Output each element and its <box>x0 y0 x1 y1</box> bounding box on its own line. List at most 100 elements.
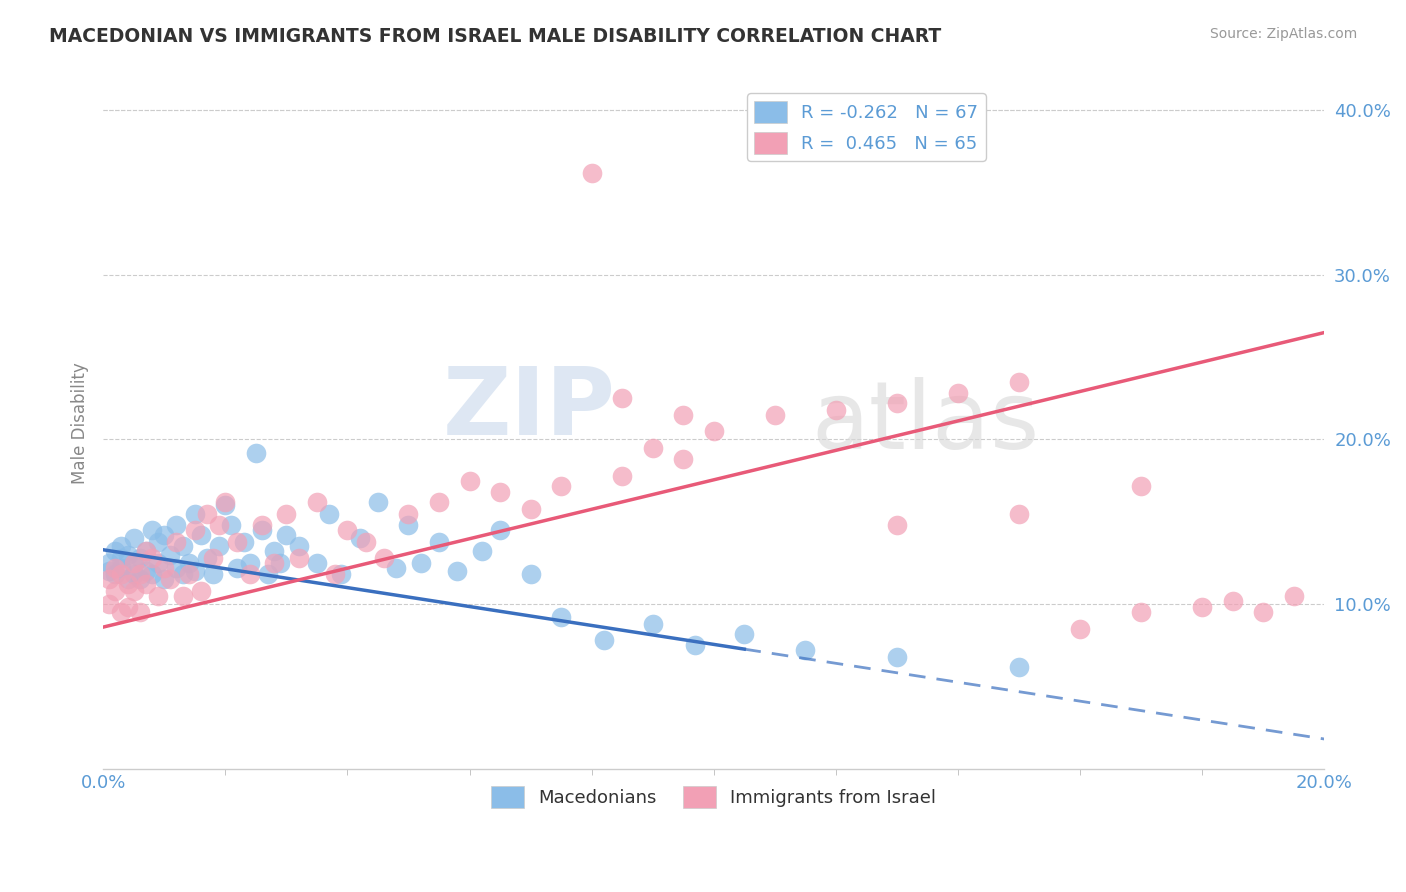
Y-axis label: Male Disability: Male Disability <box>72 362 89 484</box>
Point <box>1253 605 1275 619</box>
Point <box>330 567 353 582</box>
Point <box>550 610 572 624</box>
Point <box>128 567 150 582</box>
Point <box>794 643 817 657</box>
Point <box>208 540 231 554</box>
Point <box>214 499 236 513</box>
Point <box>195 551 218 566</box>
Point <box>190 528 212 542</box>
Point <box>98 573 121 587</box>
Point <box>318 507 340 521</box>
Point <box>146 589 169 603</box>
Point <box>354 534 377 549</box>
Point <box>183 564 205 578</box>
Point <box>232 534 254 549</box>
Point <box>117 573 139 587</box>
Point <box>250 518 273 533</box>
Point <box>458 474 481 488</box>
Point <box>592 633 614 648</box>
Point <box>446 564 468 578</box>
Point <box>122 531 145 545</box>
Point <box>98 564 121 578</box>
Text: atlas: atlas <box>811 377 1039 469</box>
Point <box>177 567 200 582</box>
Point <box>263 556 285 570</box>
Point <box>276 507 298 521</box>
Point <box>1222 594 1244 608</box>
Point <box>305 556 328 570</box>
Point <box>1008 375 1031 389</box>
Point <box>117 548 139 562</box>
Point <box>172 567 194 582</box>
Point <box>287 551 309 566</box>
Point <box>117 600 139 615</box>
Point <box>1282 589 1305 603</box>
Point <box>110 567 132 582</box>
Point <box>202 551 225 566</box>
Point <box>886 518 908 533</box>
Point <box>135 577 157 591</box>
Point <box>1069 622 1091 636</box>
Point <box>172 540 194 554</box>
Point <box>135 564 157 578</box>
Point <box>159 548 181 562</box>
Point <box>135 544 157 558</box>
Point <box>183 523 205 537</box>
Point <box>153 528 176 542</box>
Point <box>159 573 181 587</box>
Point <box>165 534 187 549</box>
Legend: Macedonians, Immigrants from Israel: Macedonians, Immigrants from Israel <box>484 779 943 815</box>
Point <box>110 551 132 566</box>
Point <box>208 518 231 533</box>
Point <box>141 523 163 537</box>
Point <box>519 501 541 516</box>
Point <box>1191 600 1213 615</box>
Point <box>427 534 450 549</box>
Point <box>612 468 634 483</box>
Point <box>672 452 695 467</box>
Point <box>122 583 145 598</box>
Point <box>489 523 512 537</box>
Point <box>703 424 725 438</box>
Point <box>172 589 194 603</box>
Point <box>98 556 121 570</box>
Point <box>183 507 205 521</box>
Point <box>946 386 969 401</box>
Point <box>489 485 512 500</box>
Point <box>763 408 786 422</box>
Point <box>117 577 139 591</box>
Point <box>104 544 127 558</box>
Point <box>214 495 236 509</box>
Point <box>165 518 187 533</box>
Point <box>226 534 249 549</box>
Point <box>146 556 169 570</box>
Point <box>141 567 163 582</box>
Point <box>323 567 346 582</box>
Point <box>221 518 243 533</box>
Point <box>305 495 328 509</box>
Point <box>367 495 389 509</box>
Point <box>519 567 541 582</box>
Point <box>146 534 169 549</box>
Point <box>685 638 707 652</box>
Point <box>641 441 664 455</box>
Point <box>385 561 408 575</box>
Point <box>122 556 145 570</box>
Point <box>398 518 420 533</box>
Point <box>373 551 395 566</box>
Point <box>239 567 262 582</box>
Point <box>128 551 150 566</box>
Point <box>110 605 132 619</box>
Point <box>226 561 249 575</box>
Point <box>153 561 176 575</box>
Point <box>177 556 200 570</box>
Point <box>427 495 450 509</box>
Point <box>190 583 212 598</box>
Point <box>581 166 603 180</box>
Point <box>122 567 145 582</box>
Point <box>825 403 848 417</box>
Point <box>141 551 163 566</box>
Point <box>672 408 695 422</box>
Point <box>409 556 432 570</box>
Point <box>471 544 494 558</box>
